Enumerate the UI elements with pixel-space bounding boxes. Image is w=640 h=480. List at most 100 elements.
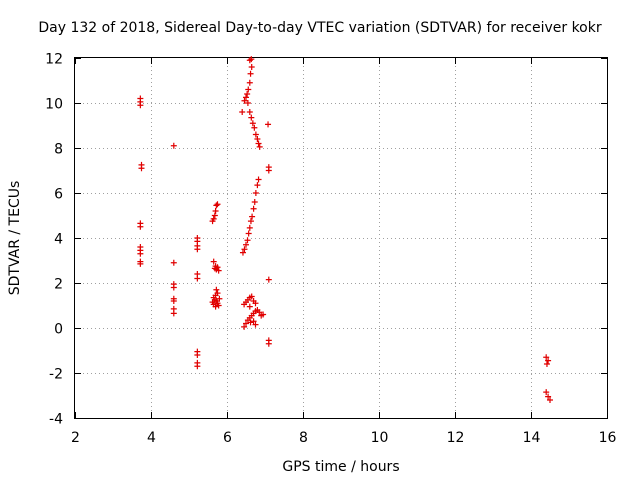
data-point (250, 318, 257, 325)
data-point (248, 56, 255, 63)
y-tick-label: 2 (54, 277, 63, 293)
data-point (265, 167, 272, 174)
x-tick-labels: 2 4 6 8 10 12 14 16 (71, 430, 616, 446)
data-point (210, 215, 217, 222)
data-point (170, 310, 177, 317)
x-tick-label: 4 (147, 430, 156, 446)
data-point (543, 361, 550, 367)
data-point (246, 79, 253, 86)
data-point (243, 320, 249, 327)
data-point (239, 249, 246, 256)
data-point (243, 241, 249, 248)
y-tick-label: 0 (54, 322, 63, 338)
data-point (213, 202, 220, 209)
data-point (252, 190, 259, 196)
x-tick-label: 16 (599, 430, 617, 446)
data-point (256, 309, 263, 316)
data-point (545, 393, 552, 400)
x-tick-label: 10 (371, 430, 389, 446)
plot-frame (74, 57, 608, 419)
data-point (243, 94, 249, 101)
data-point (194, 363, 201, 370)
data-point (241, 97, 248, 104)
data-point (216, 295, 223, 302)
y-axis-label: SDTVAR / TECUs (7, 181, 23, 296)
data-point (247, 319, 254, 326)
data-point (170, 142, 177, 149)
data-point (214, 264, 221, 271)
data-point (137, 102, 144, 109)
data-point (256, 143, 263, 150)
y-tick-label: 6 (54, 187, 63, 203)
data-point (252, 300, 259, 307)
y-tick-labels: -4 -2 0 2 4 6 8 10 12 (45, 52, 63, 428)
data-point (248, 64, 255, 70)
data-point (211, 265, 218, 272)
data-point (248, 114, 255, 121)
y-tick-label: 4 (54, 232, 63, 248)
data-point (252, 131, 259, 138)
data-point (251, 124, 258, 131)
data-point (215, 302, 222, 309)
data-point (137, 223, 144, 230)
data-point (249, 120, 256, 127)
data-point (245, 230, 252, 237)
data-point (260, 311, 267, 318)
data-point (246, 303, 253, 310)
data-point (244, 237, 251, 244)
data-point (239, 109, 246, 115)
data-point (265, 340, 272, 347)
data-point (547, 397, 553, 403)
y-tick-label: 8 (54, 142, 63, 158)
data-point (543, 354, 550, 361)
data-point (170, 284, 177, 291)
data-point (138, 165, 145, 172)
data-point (246, 224, 253, 231)
data-point (210, 258, 217, 265)
chart-title: Day 132 of 2018, Sidereal Day-to-day VTE… (38, 20, 601, 36)
data-point (244, 100, 251, 106)
data-point (194, 275, 201, 282)
x-tick-label: 2 (71, 430, 80, 446)
data-point (245, 86, 252, 93)
grid-lines (75, 58, 607, 418)
x-tick-label: 12 (447, 430, 465, 446)
x-tick-label: 14 (523, 430, 541, 446)
data-point (211, 212, 218, 219)
data-point (170, 259, 177, 266)
data-point (254, 182, 261, 189)
data-point (137, 250, 144, 257)
data-points (137, 56, 553, 403)
data-point (213, 286, 220, 293)
y-tick-label: 12 (45, 52, 63, 68)
data-point (543, 389, 550, 396)
data-point (265, 276, 272, 283)
data-point (247, 70, 254, 77)
data-point (545, 357, 552, 364)
x-tick-label: 6 (223, 430, 232, 446)
data-point (241, 246, 248, 253)
data-point (209, 299, 216, 306)
data-point (252, 321, 259, 328)
data-point (251, 199, 258, 205)
data-point (214, 201, 221, 208)
x-axis-label: GPS time / hours (282, 459, 399, 475)
data-point (265, 121, 272, 128)
data-point (246, 109, 253, 115)
y-tick-label: -4 (49, 412, 63, 428)
data-point (255, 140, 262, 147)
data-point (241, 323, 248, 330)
data-point (194, 246, 201, 253)
data-point (255, 176, 262, 183)
data-point (170, 298, 177, 304)
data-point (249, 213, 256, 220)
y-tick-label: -2 (49, 367, 63, 383)
y-tick-label: 10 (45, 97, 63, 113)
data-point (194, 352, 201, 358)
data-point (247, 218, 254, 225)
data-point (254, 136, 261, 142)
data-point (212, 208, 219, 214)
data-point (244, 91, 251, 97)
data-point (250, 205, 257, 212)
